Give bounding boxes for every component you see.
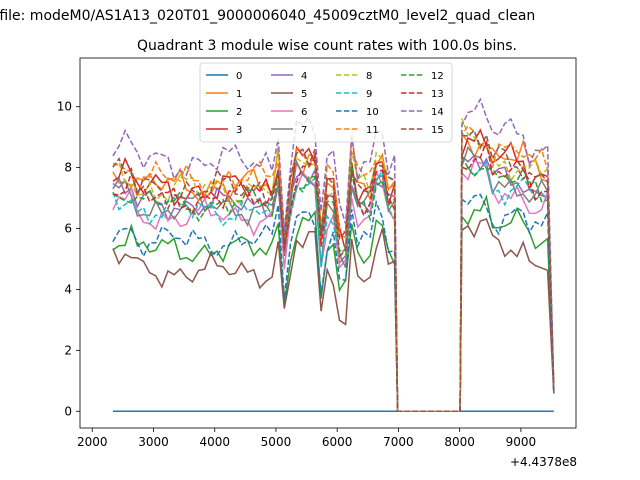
x-tick-label: 6000 bbox=[322, 435, 353, 449]
axes-frame bbox=[79, 57, 577, 429]
y-tick-label: 10 bbox=[57, 100, 72, 114]
series-line bbox=[112, 97, 555, 413]
x-tick-label: 7000 bbox=[383, 435, 414, 449]
legend-label: 11 bbox=[366, 125, 379, 136]
legend-label: 9 bbox=[366, 89, 372, 100]
legend-label: 8 bbox=[366, 71, 372, 82]
series-line bbox=[112, 118, 555, 413]
legend-label: 6 bbox=[301, 107, 307, 118]
y-tick-label: 4 bbox=[64, 282, 72, 296]
y-tick-label: 6 bbox=[64, 222, 72, 236]
series-line bbox=[112, 154, 555, 413]
legend-label: 4 bbox=[301, 71, 307, 82]
legend-label: 5 bbox=[301, 89, 307, 100]
x-axis: 2000 3000 4000 5000 6000 7000 8000 9000 bbox=[77, 428, 536, 449]
legend-box bbox=[199, 62, 453, 143]
legend-label: 15 bbox=[431, 125, 444, 136]
x-tick-label: 5000 bbox=[261, 435, 292, 449]
chart-title: Quadrant 3 module wise count rates with … bbox=[137, 38, 517, 54]
y-tick-label: 8 bbox=[64, 161, 72, 175]
series-line bbox=[112, 129, 555, 413]
x-tick-label: 3000 bbox=[138, 435, 169, 449]
series-line bbox=[112, 145, 555, 413]
series-line bbox=[112, 194, 555, 413]
series-line bbox=[112, 193, 555, 413]
x-offset-label: +4.4378e8 bbox=[510, 455, 577, 469]
legend-label: 0 bbox=[236, 71, 242, 82]
legend-label: 1 bbox=[236, 89, 242, 100]
series-line bbox=[112, 139, 555, 413]
y-tick-label: 2 bbox=[64, 343, 72, 357]
series-line bbox=[112, 124, 555, 413]
series-line bbox=[112, 218, 555, 413]
series-line bbox=[112, 154, 555, 413]
legend-label: 7 bbox=[301, 125, 307, 136]
x-tick-label: 8000 bbox=[444, 435, 475, 449]
legend-label: 14 bbox=[431, 107, 444, 118]
legend-label: 3 bbox=[236, 125, 242, 136]
plot-lines bbox=[112, 97, 555, 413]
figure-suptitle: n file: modeM0/AS1A13_020T01_9000006040_… bbox=[0, 8, 535, 24]
x-tick-label: 2000 bbox=[77, 435, 108, 449]
legend-label: 2 bbox=[236, 107, 242, 118]
x-tick-label: 9000 bbox=[506, 435, 537, 449]
legend-label: 13 bbox=[431, 89, 444, 100]
legend-label: 12 bbox=[431, 71, 444, 82]
y-axis: 0 2 4 6 8 10 bbox=[57, 100, 80, 418]
x-tick-label: 4000 bbox=[199, 435, 230, 449]
legend-label: 10 bbox=[366, 107, 379, 118]
y-tick-label: 0 bbox=[64, 404, 72, 418]
